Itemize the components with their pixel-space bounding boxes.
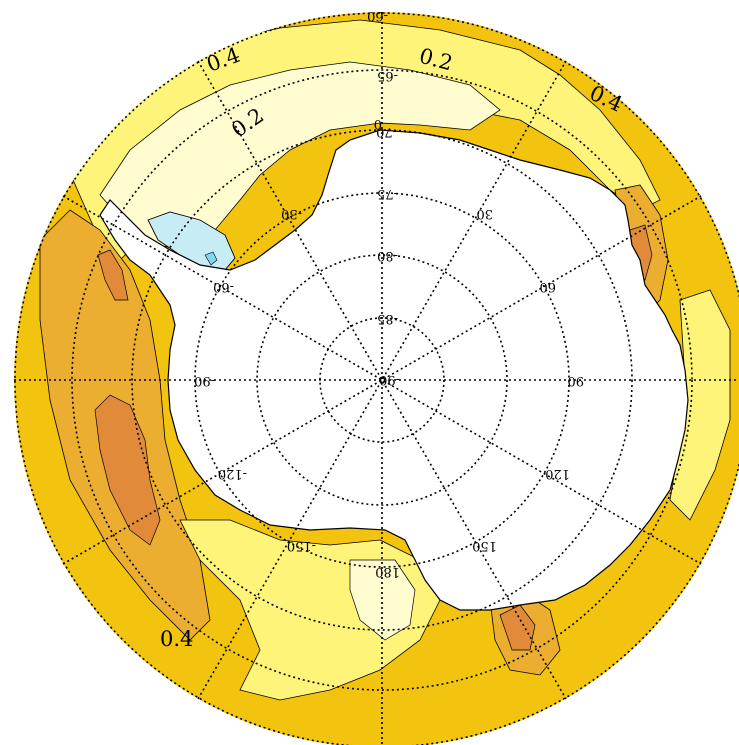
contour-region-0.6-west-small [97,249,129,301]
lat-label-90: -90 [379,372,400,387]
contour-region-0.2-south [349,559,416,641]
lat-label-65: -65 [377,68,398,83]
lon-label-30: 30 [476,206,493,221]
lon-label-neg120: -120 [218,466,247,481]
lon-label-neg60: -60 [213,279,234,294]
contour-region-0.2 [99,61,501,251]
lon-label-120: 120 [545,466,570,481]
latitude-circle-70 [131,129,633,631]
lon-label-0: 0 [374,116,382,131]
contour-label-5: 0.4 [160,627,193,651]
lon-label-neg30: -30 [281,206,302,221]
lat-label-70: -70 [376,124,397,139]
contour-region-0.6-west [94,394,161,546]
lon-label-150: 150 [472,538,497,553]
latitude-circle-80 [256,254,508,506]
lat-label-75: -75 [377,186,398,201]
graticule [14,12,739,745]
lat-label-80: -80 [377,248,398,263]
lat-label-85: -85 [377,311,398,326]
latitude-labels: -60 -65 -70 -75 -80 -85 -90 [367,8,400,387]
lon-label-60: 60 [539,279,556,294]
lon-label-neg90: -90 [194,373,215,388]
latitude-circle-65 [71,69,693,691]
antarctica-landmass [99,129,689,611]
lat-label-60: -60 [367,8,388,23]
lon-label-90: 90 [567,373,584,388]
lon-label-neg150: -150 [287,538,316,553]
contour-region-0.15-inner [204,251,218,266]
contour-region-0.6-south [499,604,536,651]
lon-label-180: 180 [375,564,400,579]
longitude-labels: 0 30 60 90 120 150 180 -150 -120 -90 -60… [194,116,584,579]
